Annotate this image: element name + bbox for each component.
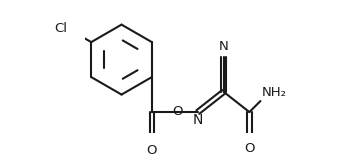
Text: N: N [219,40,229,53]
Text: Cl: Cl [55,22,68,35]
Text: N: N [193,113,203,127]
Text: O: O [172,105,183,118]
Text: NH₂: NH₂ [261,86,286,99]
Text: O: O [147,144,157,157]
Text: O: O [244,142,255,155]
